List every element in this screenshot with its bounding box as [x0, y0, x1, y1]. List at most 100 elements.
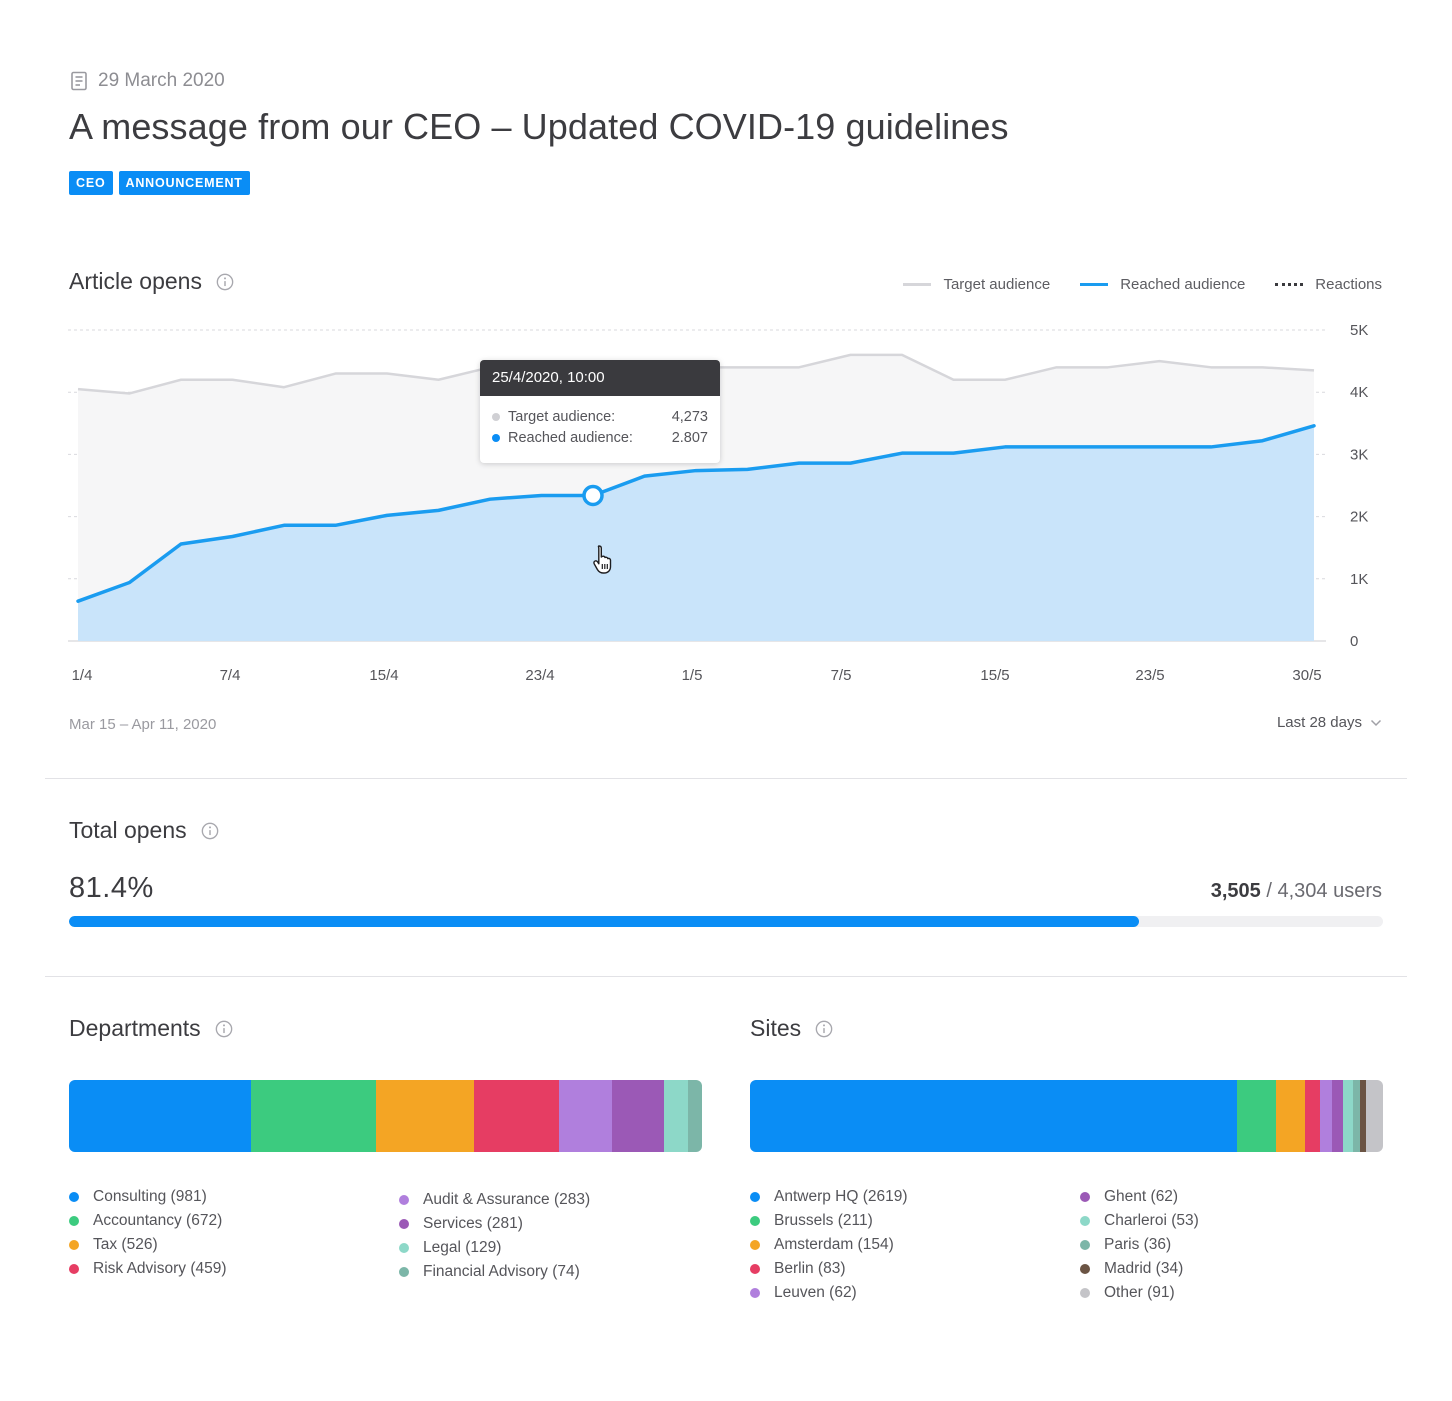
site-legend-item[interactable]: Ghent (62) — [1080, 1188, 1199, 1206]
period-dropdown-value: Last 28 days — [1276, 714, 1362, 731]
department-segment[interactable] — [376, 1080, 475, 1152]
site-legend-item[interactable]: Berlin (83) — [750, 1260, 908, 1278]
legend-reached-swatch — [1080, 283, 1109, 286]
tooltip-target-dot — [492, 412, 500, 421]
total-opens-title-text: Total opens — [69, 817, 187, 843]
site-segment[interactable] — [1276, 1080, 1305, 1152]
x-tick-label: 1/5 — [682, 667, 703, 684]
site-segment[interactable] — [1320, 1080, 1332, 1152]
open-rate-percent: 81.4% — [69, 872, 154, 904]
site-legend-item[interactable]: Other (91) — [1080, 1284, 1199, 1302]
info-icon[interactable] — [216, 273, 234, 291]
tooltip-target-label: Target audience: — [508, 408, 616, 425]
department-legend-dot — [399, 1219, 409, 1229]
department-segment[interactable] — [612, 1080, 665, 1152]
department-segment[interactable] — [559, 1080, 612, 1152]
site-legend-dot — [750, 1216, 760, 1226]
department-legend-item[interactable]: Services (281) — [399, 1215, 590, 1233]
period-dropdown[interactable]: Last 28 days — [1277, 714, 1382, 731]
site-legend-label: Antwerp HQ (2619) — [774, 1188, 908, 1205]
y-tick-label: 2K — [1350, 509, 1368, 526]
departments-title-text: Departments — [69, 1015, 201, 1041]
chevron-down-icon — [1370, 719, 1382, 726]
site-segment[interactable] — [1359, 1080, 1367, 1152]
departments-stacked-bar[interactable] — [69, 1080, 702, 1152]
tooltip-reached-label: Reached audience: — [508, 429, 633, 446]
department-legend-item[interactable]: Legal (129) — [399, 1239, 590, 1257]
department-legend-item[interactable]: Accountancy (672) — [69, 1212, 227, 1230]
department-legend-item[interactable]: Financial Advisory (74) — [399, 1263, 590, 1281]
site-segment[interactable] — [1343, 1080, 1354, 1152]
site-legend-item[interactable]: Paris (36) — [1080, 1236, 1199, 1254]
department-legend-item[interactable]: Consulting (981) — [69, 1188, 227, 1206]
department-segment[interactable] — [474, 1080, 560, 1152]
departments-legend-col-1: Consulting (981) Accountancy (672) Tax (52… — [69, 1188, 227, 1278]
tooltip-target-value: 4,273 — [671, 408, 708, 425]
site-legend-label: Amsterdam (154) — [774, 1236, 894, 1253]
site-legend-item[interactable]: Brussels (211) — [750, 1212, 908, 1230]
tooltip-row-reached: Reached audience: 2.807 — [480, 427, 720, 448]
info-icon[interactable] — [215, 1020, 233, 1038]
reached-audience-line — [76, 424, 1316, 603]
y-tick-label: 1K — [1350, 571, 1368, 588]
section-divider — [45, 976, 1407, 977]
site-legend-dot — [750, 1240, 760, 1250]
x-tick-label: 23/5 — [1135, 667, 1164, 684]
site-legend-item[interactable]: Charleroi (53) — [1080, 1212, 1199, 1230]
tag-announcement[interactable]: ANNOUNCEMENT — [118, 171, 250, 195]
department-segment[interactable] — [251, 1080, 377, 1152]
sites-stacked-bar[interactable] — [750, 1080, 1383, 1152]
open-users-count: 3,505 / 4,304 users — [1211, 880, 1382, 903]
site-segment[interactable] — [1304, 1080, 1321, 1152]
department-segment[interactable] — [664, 1080, 689, 1152]
department-legend-label: Audit & Assurance (283) — [423, 1191, 591, 1208]
site-segment[interactable] — [1353, 1080, 1360, 1152]
department-segment[interactable] — [688, 1080, 702, 1152]
department-legend-item[interactable]: Audit & Assurance (283) — [399, 1191, 590, 1209]
chart-tooltip: 25/4/2020, 10:00 Target audience: 4,273 … — [480, 360, 720, 463]
pointer-cursor-icon — [593, 545, 612, 574]
site-legend-item[interactable]: Amsterdam (154) — [750, 1236, 908, 1254]
departments-title: Departments — [69, 1015, 233, 1042]
legend-target-audience[interactable]: Target audience — [903, 276, 1050, 293]
department-legend-label: Accountancy (672) — [93, 1212, 223, 1229]
info-icon[interactable] — [815, 1020, 833, 1038]
site-legend-label: Madrid (34) — [1104, 1260, 1184, 1277]
site-segment[interactable] — [750, 1080, 1237, 1152]
sites-legend-col-1: Antwerp HQ (2619) Brussels (211) Amsterdam… — [750, 1188, 908, 1302]
department-legend-dot — [69, 1192, 79, 1202]
site-legend-dot — [750, 1288, 760, 1298]
x-tick-label: 7/4 — [220, 667, 241, 684]
site-legend-label: Brussels (211) — [774, 1212, 873, 1229]
page-title: A message from our CEO – Updated COVID-1… — [69, 106, 1009, 147]
reached-audience-area — [78, 425, 1314, 641]
info-icon[interactable] — [201, 822, 219, 840]
tag-list: CEO ANNOUNCEMENT — [69, 171, 250, 195]
site-legend-item[interactable]: Antwerp HQ (2619) — [750, 1188, 908, 1206]
site-legend-dot — [1080, 1240, 1090, 1250]
department-legend-dot — [399, 1243, 409, 1253]
site-segment[interactable] — [1236, 1080, 1277, 1152]
highlight-point — [582, 484, 604, 507]
legend-reached-audience[interactable]: Reached audience — [1080, 276, 1245, 293]
site-legend-dot — [1080, 1264, 1090, 1274]
tag-ceo[interactable]: CEO — [69, 171, 113, 195]
site-segment[interactable] — [1366, 1080, 1383, 1152]
site-segment[interactable] — [1331, 1080, 1344, 1152]
article-opens-chart[interactable]: 0 1K 2K 3K 4K 5K 1/4 7/4 15/4 23/4 1/5 7/5 15/5 23/5 3… — [0, 300, 1452, 700]
department-legend-item[interactable]: Tax (526) — [69, 1236, 227, 1254]
department-legend-item[interactable]: Risk Advisory (459) — [69, 1260, 227, 1278]
y-tick-label: 3K — [1350, 446, 1368, 463]
department-legend-label: Services (281) — [423, 1215, 523, 1232]
article-opens-title-text: Article opens — [69, 268, 202, 294]
department-legend-label: Legal (129) — [423, 1239, 502, 1256]
department-segment[interactable] — [69, 1080, 252, 1152]
x-tick-label: 15/5 — [980, 667, 1009, 684]
site-legend-item[interactable]: Leuven (62) — [750, 1284, 908, 1302]
date-range-label: Mar 15 – Apr 11, 2020 — [69, 716, 217, 733]
site-legend-item[interactable]: Madrid (34) — [1080, 1260, 1199, 1278]
site-legend-label: Leuven (62) — [774, 1284, 857, 1301]
site-legend-dot — [1080, 1288, 1090, 1298]
legend-target-label: Target audience — [943, 276, 1051, 293]
legend-reactions[interactable]: Reactions — [1275, 276, 1382, 293]
